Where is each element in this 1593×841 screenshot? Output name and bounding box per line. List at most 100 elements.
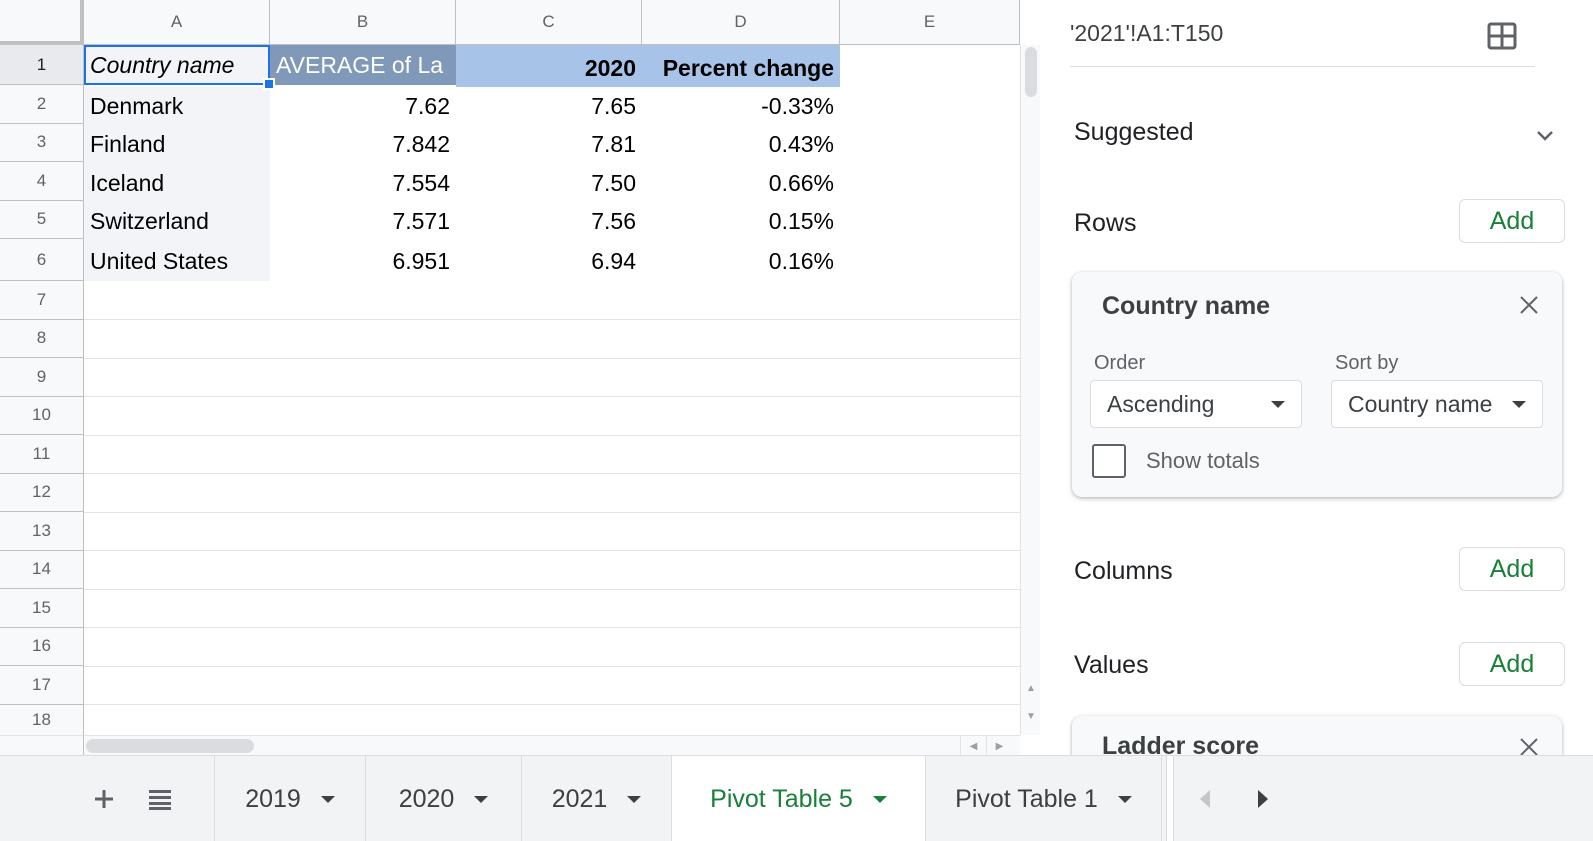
close-icon[interactable] — [1518, 736, 1540, 755]
all-sheets-button[interactable] — [142, 756, 178, 841]
add-row-button[interactable]: Add — [1459, 199, 1565, 243]
tab-menu-arrow-icon[interactable] — [1117, 795, 1132, 803]
chevron-down-icon[interactable] — [1535, 125, 1555, 145]
tab-menu-arrow-icon[interactable] — [474, 795, 489, 803]
column-header-d[interactable]: D — [642, 0, 840, 45]
select-range-icon[interactable] — [1487, 22, 1517, 50]
column-header-b[interactable]: B — [270, 0, 456, 45]
order-label: Order — [1094, 352, 1146, 374]
pivot-cell-2020[interactable]: 7.50 — [591, 169, 636, 196]
row-header-18[interactable]: 18 — [0, 704, 84, 736]
tab-menu-arrow-icon[interactable] — [320, 795, 335, 803]
add-column-button[interactable]: Add — [1459, 547, 1565, 591]
pivot-cell-average[interactable]: 7.554 — [392, 169, 450, 196]
close-icon[interactable] — [1518, 294, 1540, 316]
gridline — [84, 627, 1020, 628]
pivot-cell-2020[interactable]: 7.65 — [591, 92, 636, 119]
pivot-cell-average[interactable]: 7.842 — [392, 131, 450, 158]
pivot-cell-2020[interactable]: 7.56 — [591, 208, 636, 235]
pivot-cell-percent-change[interactable]: -0.33% — [761, 92, 834, 119]
gridline — [84, 473, 1020, 474]
scroll-right-icon[interactable]: ▶ — [986, 736, 1012, 756]
pivot-cell-average[interactable]: 7.571 — [392, 208, 450, 235]
row-header-11[interactable]: 11 — [0, 435, 84, 474]
sheet-tab-pivot-table-1[interactable]: Pivot Table 1 — [926, 756, 1162, 841]
dropdown-arrow-icon — [1512, 400, 1526, 408]
pivot-cell-percent-change[interactable]: 0.16% — [768, 247, 834, 274]
sheet-tab-2020[interactable]: 2020 — [366, 756, 522, 841]
row-header-6[interactable]: 6 — [0, 239, 84, 281]
row-header-14[interactable]: 14 — [0, 550, 84, 589]
scroll-tabs-right-button[interactable] — [1248, 756, 1278, 841]
sheet-tab-label: Pivot Table 1 — [955, 784, 1098, 813]
row-header-3[interactable]: 3 — [0, 123, 84, 162]
sheet-tab-label: 2019 — [245, 784, 301, 813]
pivot-header-percent-change[interactable]: Percent change — [642, 45, 840, 87]
scroll-corner — [0, 735, 84, 755]
pivot-header-2020[interactable]: 2020 — [456, 45, 642, 87]
columns-section-title: Columns — [1074, 557, 1173, 585]
data-range-field[interactable]: '2021'!A1:T150 — [1070, 20, 1224, 46]
row-header-2[interactable]: 2 — [0, 85, 84, 124]
scroll-left-icon[interactable]: ◀ — [960, 736, 986, 756]
column-header-c[interactable]: C — [456, 0, 642, 45]
spreadsheet-grid[interactable]: A B C D E 1 2 3 4 5 6 7 8 9 10 11 12 13 … — [0, 0, 1040, 768]
pivot-row-label[interactable]: Iceland — [84, 164, 270, 203]
gridline — [84, 665, 1020, 667]
list-icon — [149, 790, 171, 810]
row-header-8[interactable]: 8 — [0, 319, 84, 358]
gridline — [84, 319, 1020, 320]
row-header-1[interactable]: 1 — [0, 45, 84, 85]
order-dropdown[interactable]: Ascending — [1090, 380, 1302, 428]
pivot-cell-2020[interactable]: 7.81 — [591, 131, 636, 158]
gridline — [84, 588, 1020, 590]
pivot-row-label[interactable]: Denmark — [84, 87, 270, 126]
add-value-button[interactable]: Add — [1459, 642, 1565, 686]
show-totals-checkbox[interactable] — [1092, 444, 1126, 478]
vertical-scroll-thumb[interactable] — [1025, 47, 1037, 97]
pivot-row-label[interactable]: United States — [84, 241, 270, 281]
tab-menu-arrow-icon[interactable] — [627, 795, 642, 803]
row-header-4[interactable]: 4 — [0, 162, 84, 201]
tab-menu-arrow-icon[interactable] — [872, 795, 887, 803]
gridline — [84, 704, 1020, 705]
pivot-cell-average[interactable]: 7.62 — [405, 92, 450, 119]
pivot-header-country[interactable]: Country name — [84, 45, 270, 85]
pivot-row-label[interactable]: Finland — [84, 125, 270, 164]
suggested-section-title[interactable]: Suggested — [1074, 118, 1194, 146]
row-header-10[interactable]: 10 — [0, 396, 84, 435]
sheet-tab-2021[interactable]: 2021 — [522, 756, 672, 841]
row-header-17[interactable]: 17 — [0, 666, 84, 705]
add-sheet-button[interactable] — [86, 756, 122, 841]
row-header-5[interactable]: 5 — [0, 200, 84, 239]
pivot-cell-average[interactable]: 6.951 — [392, 247, 450, 274]
pivot-cell-percent-change[interactable]: 0.15% — [768, 208, 834, 235]
sheet-tab-2019[interactable]: 2019 — [214, 756, 366, 841]
row-header-13[interactable]: 13 — [0, 512, 84, 551]
row-header-16[interactable]: 16 — [0, 627, 84, 666]
sort-by-dropdown[interactable]: Country name — [1331, 380, 1543, 428]
pivot-row-label[interactable]: Switzerland — [84, 202, 270, 241]
sort-by-dropdown-value: Country name — [1348, 390, 1493, 417]
sheet-tab-pivot-table-5[interactable]: Pivot Table 5 — [672, 756, 926, 841]
vertical-scrollbar[interactable]: ▲ ▼ — [1020, 45, 1040, 735]
row-header-15[interactable]: 15 — [0, 589, 84, 628]
order-dropdown-value: Ascending — [1107, 390, 1215, 417]
plus-icon — [95, 790, 113, 808]
fill-handle[interactable] — [263, 78, 275, 90]
horizontal-scroll-thumb[interactable] — [86, 739, 254, 753]
select-all-corner[interactable] — [0, 0, 84, 45]
scroll-tabs-left-button[interactable] — [1190, 756, 1220, 841]
horizontal-scrollbar[interactable]: ◀ ▶ — [84, 735, 1020, 756]
row-header-7[interactable]: 7 — [0, 281, 84, 320]
pivot-header-average[interactable]: AVERAGE of La — [270, 45, 456, 85]
scroll-down-icon[interactable]: ▼ — [1026, 710, 1036, 722]
pivot-cell-2020[interactable]: 6.94 — [591, 247, 636, 274]
column-header-e[interactable]: E — [840, 0, 1020, 45]
pivot-cell-percent-change[interactable]: 0.43% — [768, 131, 834, 158]
column-header-a[interactable]: A — [84, 0, 270, 45]
scroll-up-icon[interactable]: ▲ — [1026, 682, 1036, 694]
row-header-12[interactable]: 12 — [0, 473, 84, 512]
pivot-cell-percent-change[interactable]: 0.66% — [768, 169, 834, 196]
row-header-9[interactable]: 9 — [0, 358, 84, 397]
